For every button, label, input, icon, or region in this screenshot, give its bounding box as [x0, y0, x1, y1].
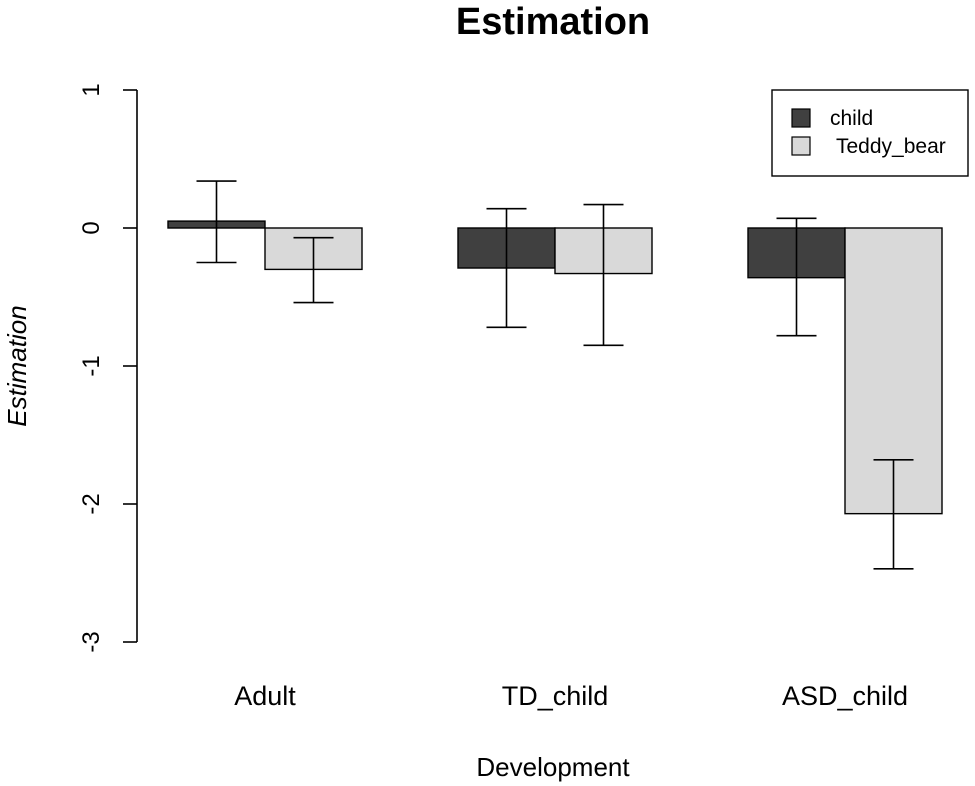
error-bars [196, 180, 914, 570]
y-tick-label: -3 [78, 631, 105, 652]
legend-box [771, 89, 969, 177]
x-axis-title: Development [476, 752, 630, 782]
category-label-asd-child: ASD_child [782, 681, 908, 711]
category-label-adult: Adult [234, 681, 296, 711]
legend-swatch-child [791, 108, 811, 128]
legend-label-teddy-bear: Teddy_bear [836, 135, 946, 158]
y-tick-label: -2 [78, 493, 105, 514]
legend-label-child: child [830, 107, 873, 130]
y-axis: 1 0 -1 -2 -3 [78, 83, 138, 653]
category-labels: Adult TD_child ASD_child [234, 681, 908, 711]
chart-title: Estimation [456, 1, 650, 43]
y-axis-title: Estimation [2, 305, 32, 426]
category-label-td-child: TD_child [502, 681, 609, 711]
y-tick-label: 0 [78, 221, 105, 234]
legend-swatch-teddy-bear [791, 136, 811, 156]
bars [167, 220, 943, 515]
legend: child Teddy_bear [771, 89, 969, 177]
y-tick-label: -1 [78, 355, 105, 376]
y-tick-label: 1 [78, 83, 105, 96]
